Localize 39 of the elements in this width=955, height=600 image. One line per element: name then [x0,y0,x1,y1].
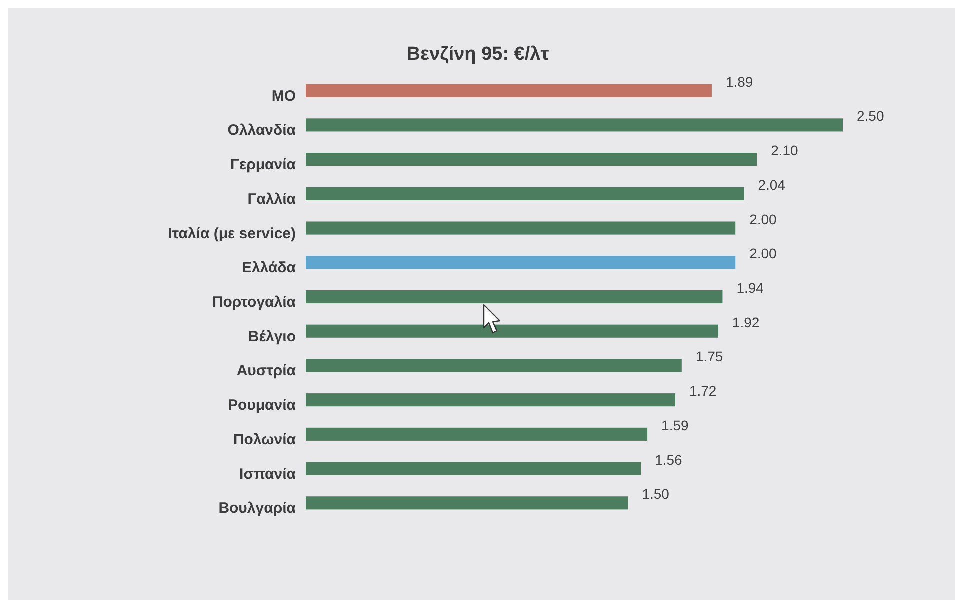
y-tick-label: Πορτογαλία [212,294,297,311]
y-tick-label: Αυστρία [236,362,297,380]
data-label: 1.59 [662,417,689,434]
y-tick-label: Γαλλία [248,190,297,208]
y-tick-label: Γερμανία [230,156,297,174]
y-tick-label: Βουλγαρία [218,500,297,518]
data-label: 1.94 [736,280,764,296]
data-label: 1.72 [689,383,717,400]
y-tick-label: Πολωνία [233,431,297,448]
y-tick-label: Βέλγιο [248,328,296,346]
bar [306,153,758,166]
data-label: 2.00 [750,246,778,262]
data-label: 1.89 [726,74,754,90]
data-label: 2.50 [857,108,884,124]
y-tick-label: Ρουμανία [228,397,297,414]
bar [306,290,723,304]
y-tick-label: ΜΟ [272,88,296,105]
y-tick-label: Ισπανία [240,466,297,483]
bar [306,428,648,441]
y-tick-label: Ολλανδία [228,122,297,140]
bar [306,222,736,235]
bar [306,84,712,98]
y-tick-label: Ιταλία (με service) [168,225,296,242]
bar [306,256,736,270]
data-label: 1.50 [642,486,670,502]
bar [306,394,676,407]
chart-title: Βενζίνη 95: €/λτ [406,44,550,65]
data-label: 2.00 [750,211,778,228]
bar [306,118,843,132]
y-tick-label: Ελλάδα [242,260,297,277]
data-label: 2.10 [771,142,799,159]
bar [306,496,628,510]
data-label: 1.92 [732,314,760,330]
data-label: 2.04 [758,176,786,193]
bar [306,462,642,476]
bar [306,187,744,200]
bar [306,359,682,372]
data-label: 1.56 [655,452,683,468]
data-label: 1.75 [696,348,724,365]
